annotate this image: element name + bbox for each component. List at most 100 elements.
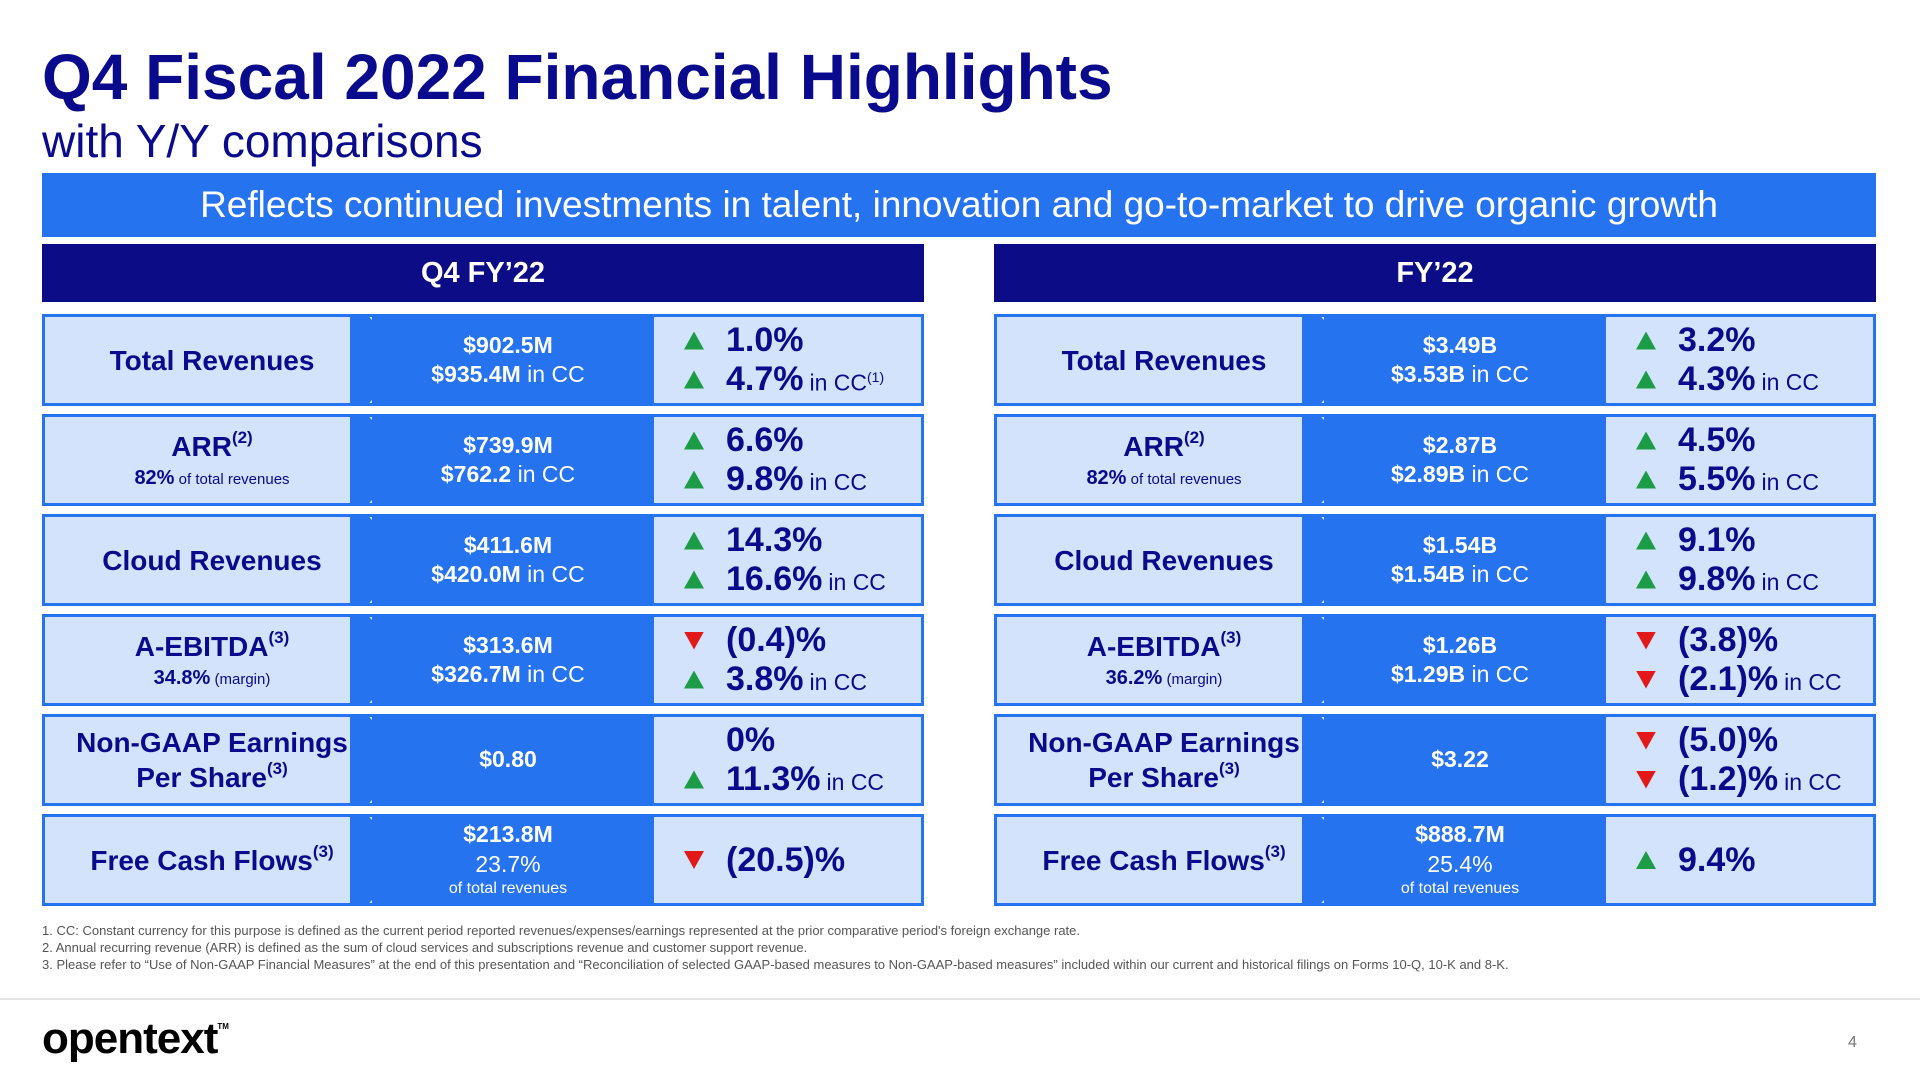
value-primary: $902.5M [463, 331, 553, 358]
value-band [1324, 814, 1606, 906]
triangle-up-icon [684, 531, 704, 550]
change-value: 3.2% [1678, 321, 1756, 359]
change-cell: (5.0)% (1.2)% in CC [1606, 717, 1873, 803]
change-line: 4.7% in CC(1) [684, 360, 921, 399]
change-line: 4.3% in CC [1636, 360, 1873, 399]
value-cc: $1.54B [1390, 561, 1466, 587]
footnote-3: 3. Please refer to “Use of Non-GAAP Fina… [42, 957, 1509, 972]
change-value: (5.0)% [1678, 721, 1779, 759]
metric-note: 82% of total revenues [134, 467, 290, 489]
change-value: 3.8% [726, 660, 804, 698]
value-cell: $1.54B $1.54B in CC [1324, 514, 1596, 606]
change-value: 9.8% [1678, 560, 1756, 598]
metric-label: Cloud Revenues [102, 544, 322, 576]
metric-label: ARR [171, 431, 232, 462]
metric-row: Total Revenues $3.49B $3.53B in CC 3.2% 4.3%… [994, 314, 1876, 406]
value-cell: $0.80 [372, 714, 644, 806]
change-value: 4.5% [1678, 421, 1756, 459]
footnote-ref: (3) [1264, 841, 1286, 861]
footnote-2: 2. Annual recurring revenue (ARR) is def… [42, 940, 808, 955]
value-band [372, 414, 654, 506]
change-suffix: in CC [1761, 569, 1820, 595]
triangle-up-icon [684, 431, 704, 450]
metric-cell: Non-GAAP Earnings Per Share(3) [42, 714, 382, 806]
metric-cell: Total Revenues [42, 314, 382, 406]
opentext-logo: opentextTM [42, 1014, 229, 1063]
metric-cell: ARR(2) 82% of total revenues [994, 414, 1334, 506]
value-band [1324, 614, 1606, 706]
metric-cell: ARR(2) 82% of total revenues [42, 414, 382, 506]
change-line: 11.3% in CC [684, 760, 921, 799]
value-cc-suffix: in CC [1465, 561, 1530, 587]
triangle-up-icon [1636, 470, 1656, 489]
value-cell: $3.22 [1324, 714, 1596, 806]
change-value: 5.5% [1678, 460, 1756, 498]
value-band [372, 514, 654, 606]
change-line: 9.8% in CC [684, 460, 921, 499]
change-value: 0% [726, 721, 776, 759]
change-cell: 0% 11.3% in CC [654, 717, 921, 803]
value-cc: $1.29B [1390, 661, 1466, 687]
value-primary: $313.6M [463, 631, 553, 658]
metric-row: A-EBITDA(3) 36.2% (margin) $1.26B $1.29B in… [994, 614, 1876, 706]
value-note: of total revenues [1400, 880, 1520, 898]
metric-row: ARR(2) 82% of total revenues $739.9M $762.2… [42, 414, 924, 506]
value-cc-suffix: in CC [520, 361, 585, 387]
change-cell: (20.5)% [654, 817, 921, 903]
value-band [372, 614, 654, 706]
page-subtitle: with Y/Y comparisons [42, 115, 483, 167]
triangle-up-icon [684, 470, 704, 489]
panel-header: FY’22 [994, 244, 1876, 302]
change-line: 3.2% [1636, 321, 1873, 360]
change-line: 9.4% [1636, 841, 1873, 880]
change-value: 11.3% [726, 760, 821, 798]
change-suffix: in CC [1761, 469, 1820, 495]
change-suffix: in CC [809, 669, 868, 695]
change-value: (0.4)% [726, 621, 827, 659]
panel-header: Q4 FY’22 [42, 244, 924, 302]
triangle-up-icon [684, 570, 704, 589]
triangle-up-icon [684, 370, 704, 389]
value-cell: $739.9M $762.2 in CC [372, 414, 644, 506]
value-secondary: 25.4% [1427, 850, 1493, 877]
triangle-up-icon [1636, 531, 1656, 550]
value-primary: $739.9M [463, 431, 553, 458]
metric-cell: Non-GAAP Earnings Per Share(3) [994, 714, 1334, 806]
value-band [1324, 414, 1606, 506]
value-cell: $902.5M $935.4M in CC [372, 314, 644, 406]
change-value: 9.8% [726, 460, 804, 498]
metric-row: Cloud Revenues $1.54B $1.54B in CC 9.1% 9.8%… [994, 514, 1876, 606]
change-line: 0% [684, 721, 921, 760]
metric-label: ARR [1123, 431, 1184, 462]
value-note: of total revenues [448, 880, 568, 898]
value-cc: $762.2 [440, 461, 512, 487]
value-cell: $2.87B $2.89B in CC [1324, 414, 1596, 506]
metric-label: Cloud Revenues [1054, 544, 1274, 576]
change-line: 3.8% in CC [684, 660, 921, 699]
metric-cell: Total Revenues [994, 314, 1334, 406]
change-value: (2.1)% [1678, 660, 1779, 698]
change-suffix: in CC(1) [809, 368, 885, 396]
value-band [372, 714, 654, 806]
change-value: 1.0% [726, 321, 804, 359]
metric-cell: A-EBITDA(3) 34.8% (margin) [42, 614, 382, 706]
change-line: (5.0)% [1636, 721, 1873, 760]
change-value: 6.6% [726, 421, 804, 459]
change-line: (20.5)% [684, 841, 921, 880]
change-cell: 9.4% [1606, 817, 1873, 903]
metric-label: A-EBITDA [1086, 631, 1221, 662]
metric-note: 82% of total revenues [1086, 467, 1242, 489]
metric-label: Free Cash Flows [90, 844, 313, 876]
value-cc: $326.7M [431, 661, 521, 687]
metric-label: Free Cash Flows [1042, 844, 1265, 876]
metric-label: Total Revenues [1061, 344, 1267, 376]
triangle-up-icon [1636, 331, 1656, 350]
value-secondary: 23.7% [475, 850, 541, 877]
change-value: (1.2)% [1678, 760, 1779, 798]
change-line: 6.6% [684, 421, 921, 460]
change-suffix: in CC [809, 469, 868, 495]
page-number: 4 [1848, 1034, 1857, 1051]
metric-cell: Free Cash Flows(3) [42, 814, 382, 906]
value-primary: $1.26B [1422, 631, 1498, 658]
change-cell: 4.5% 5.5% in CC [1606, 417, 1873, 503]
